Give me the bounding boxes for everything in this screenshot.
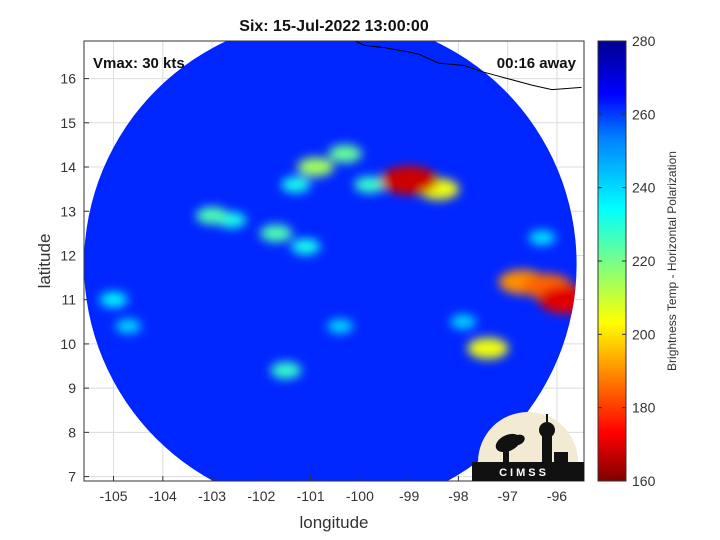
brightness-feature	[195, 206, 229, 225]
colorbar-tick-label: 220	[632, 253, 656, 269]
brightness-feature	[281, 176, 311, 193]
cimss-logo: CIMSS	[472, 412, 584, 481]
brightness-feature	[291, 238, 321, 255]
y-tick-label: 7	[68, 469, 76, 485]
y-axis-label: latitude	[35, 234, 54, 289]
x-tick-label: -97	[498, 488, 518, 504]
time-away-annotation: 00:16 away	[497, 55, 577, 72]
colorbar	[597, 40, 627, 482]
x-tick-label: -100	[346, 488, 374, 504]
feature-layer	[99, 144, 577, 379]
logo-text: CIMSS	[499, 467, 549, 479]
x-tick-label: -101	[297, 488, 325, 504]
y-tick-label: 13	[60, 203, 76, 219]
x-tick-label: -98	[448, 488, 468, 504]
coastline	[353, 41, 582, 91]
x-axis-ticks: -105 -104 -103 -102 -101 -100 -99 -98 -97 -96	[100, 476, 567, 504]
colorbar-label: Brightness Temp - Horizontal Polarizatio…	[665, 151, 679, 371]
brightness-feature	[538, 285, 577, 314]
y-tick-label: 11	[61, 292, 76, 308]
brightness-feature	[99, 291, 128, 308]
x-tick-label: -99	[399, 488, 419, 504]
colorbar-tick-label: 280	[632, 33, 656, 49]
brightness-feature	[467, 337, 509, 360]
y-tick-label: 12	[60, 247, 76, 263]
plot-frame	[83, 40, 585, 482]
x-tick-label: -102	[247, 488, 275, 504]
brightness-feature	[354, 176, 386, 194]
brightness-feature	[259, 224, 293, 243]
brightness-feature	[528, 230, 556, 246]
y-tick-label: 14	[60, 159, 76, 175]
x-tick-label: -103	[198, 488, 226, 504]
colorbar-tick-label: 240	[632, 180, 656, 196]
y-tick-label: 16	[60, 71, 76, 87]
y-tick-label: 8	[68, 424, 76, 440]
x-tick-label: -105	[100, 488, 128, 504]
colorbar-tick-label: 260	[632, 106, 656, 122]
y-tick-label: 10	[60, 336, 76, 352]
x-tick-label: -96	[547, 488, 567, 504]
chart-title: Six: 15-Jul-2022 13:00:00	[239, 18, 429, 35]
colorbar-tick-label: 200	[632, 326, 656, 342]
brightness-feature	[328, 144, 362, 163]
brightness-feature	[380, 165, 438, 195]
y-tick-label: 15	[60, 115, 76, 131]
brightness-feature	[327, 319, 353, 334]
swath-disk	[84, 41, 577, 481]
y-axis-ticks: 7 8 9 10 11 12 13 14 15 16	[60, 71, 89, 485]
colorbar-ticks: 160 180 200 220 240 260 280	[598, 33, 656, 489]
brightness-feature	[115, 319, 142, 334]
colorbar-tick-label: 180	[632, 400, 656, 416]
y-tick-label: 9	[68, 380, 76, 396]
colorbar-tick-label: 160	[632, 473, 656, 489]
x-tick-label: -104	[149, 488, 177, 504]
x-axis-label: longitude	[299, 513, 368, 532]
brightness-feature	[450, 314, 477, 330]
brightness-feature	[270, 362, 302, 379]
brightness-feature	[297, 157, 334, 177]
vmax-annotation: Vmax: 30 kts	[93, 55, 185, 72]
